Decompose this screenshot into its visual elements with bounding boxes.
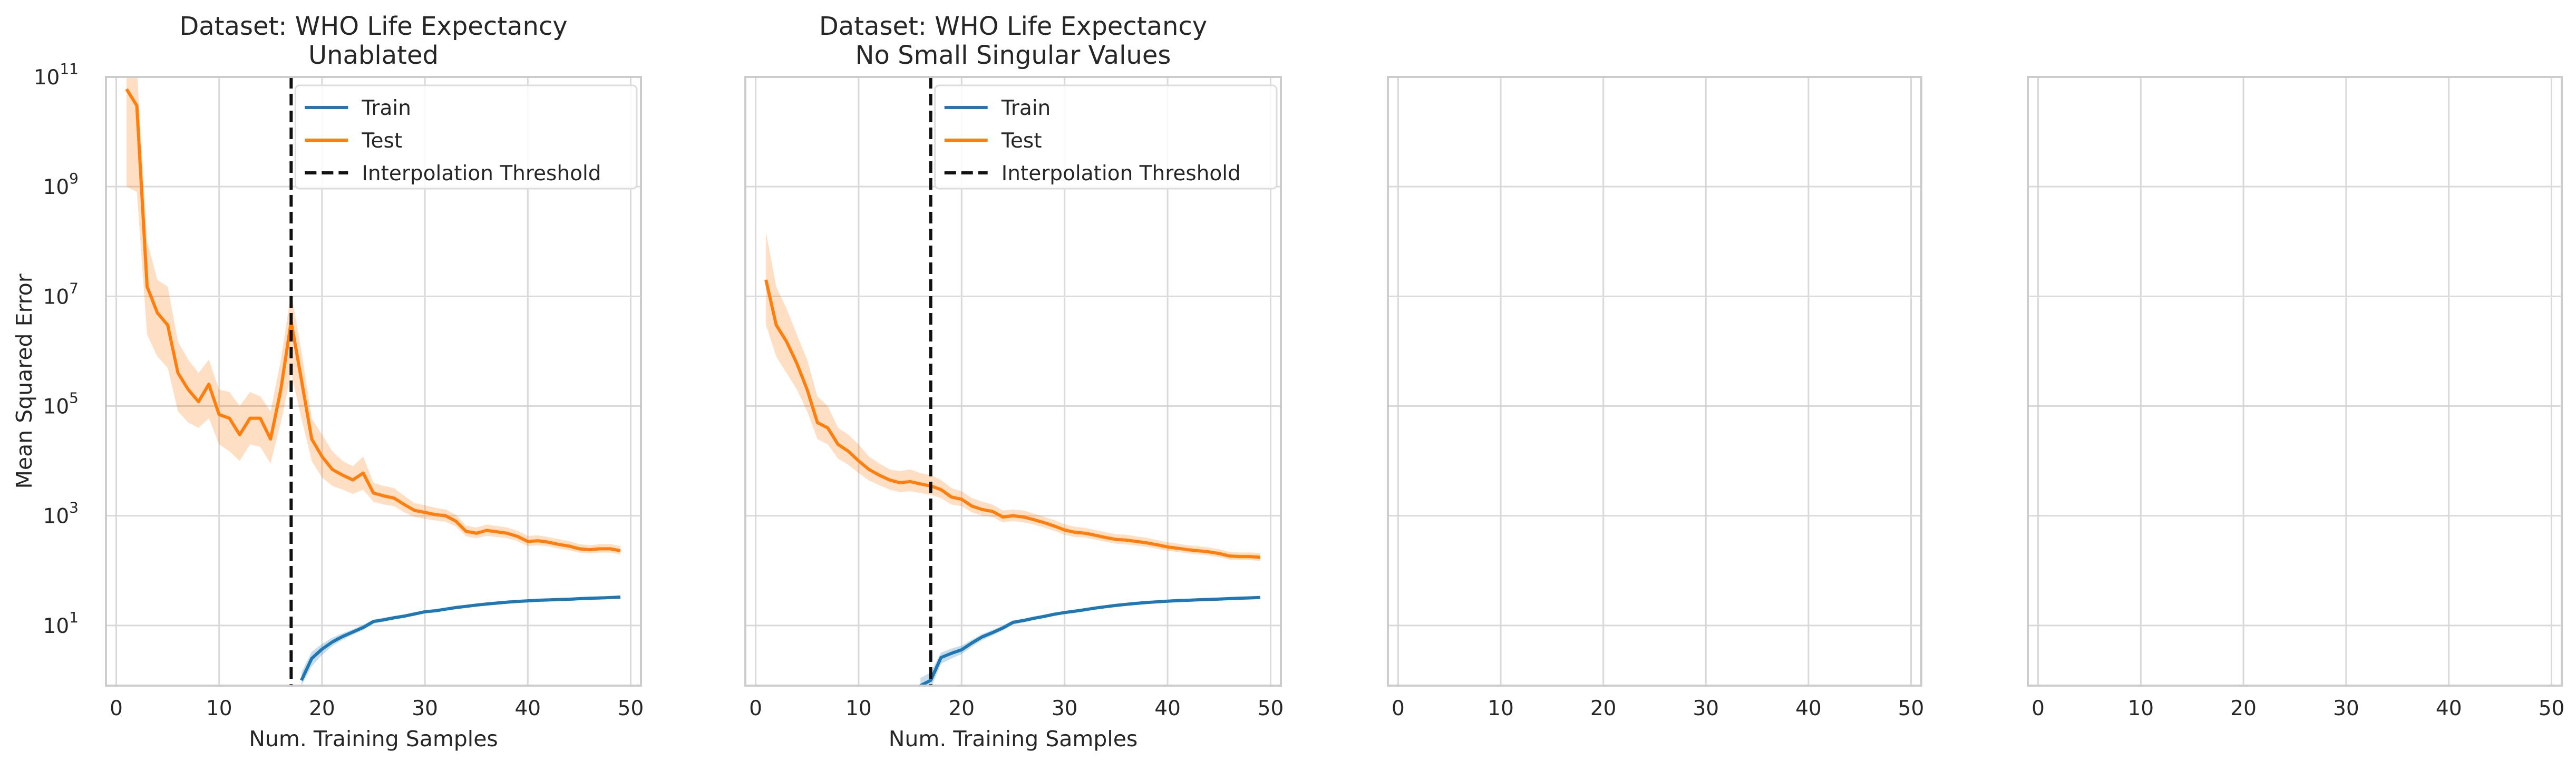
y-tick-label: 1011 (34, 60, 79, 90)
legend-item: Train (1001, 96, 1051, 120)
panel-3: 0 10 20 30 40 50 (1387, 76, 1924, 720)
x-tick-label: 30 (1693, 697, 1719, 720)
x-tick-label: 10 (2127, 697, 2154, 720)
chart-subtitle: Unablated (308, 41, 439, 70)
x-tick-label: 30 (412, 697, 438, 720)
series-test-ci-band (127, 77, 620, 555)
chart-subtitle: No Small Singular Values (856, 41, 1171, 70)
y-tick-base: 10 (43, 395, 70, 418)
x-tick-label: 40 (1795, 697, 1822, 720)
x-tick-label: 50 (1898, 697, 1924, 720)
series-train-line (300, 596, 621, 681)
x-tick-label: 40 (2436, 697, 2462, 720)
x-tick-label: 30 (2333, 697, 2359, 720)
x-tick-label: 20 (1590, 697, 1617, 720)
x-tick-label: 0 (2031, 697, 2045, 720)
axes-frame (2027, 76, 2563, 687)
x-tick-label: 40 (1154, 697, 1181, 720)
legend-item: Train (361, 96, 411, 120)
x-tick-label: 30 (1052, 697, 1078, 720)
y-tick-label: 101 (43, 609, 79, 638)
y-tick-label: 107 (43, 279, 79, 309)
panel-4: 0 10 20 30 40 50 (2027, 76, 2565, 720)
y-tick-label: 109 (43, 170, 79, 199)
grid (2028, 76, 2562, 686)
legend-item: Interpolation Threshold (362, 162, 601, 186)
legend-item: Test (361, 129, 402, 153)
y-tick-label: 103 (43, 499, 79, 529)
y-tick-exponent: 3 (69, 499, 79, 516)
y-tick-exponent: 11 (60, 60, 79, 77)
x-axis-label: Num. Training Samples (249, 726, 498, 752)
series-train-ci-band (301, 596, 620, 686)
legend-box (294, 84, 638, 190)
legend-box (934, 84, 1278, 190)
y-tick-exponent: 9 (69, 170, 79, 187)
y-tick-exponent: 7 (69, 279, 79, 297)
x-tick-label: 40 (514, 697, 541, 720)
chart-title: Dataset: WHO Life Expectancy (819, 12, 1207, 41)
x-tick-label: 0 (110, 697, 123, 720)
legend-item: Interpolation Threshold (1002, 162, 1241, 186)
axes-frame (1387, 76, 1922, 687)
x-tick-label: 10 (1488, 697, 1514, 720)
x-tick-label: 20 (2230, 697, 2257, 720)
series-train-line (919, 596, 1261, 686)
axes-frame (105, 76, 642, 687)
x-tick-label: 10 (845, 697, 872, 720)
x-tick-label: 0 (749, 697, 762, 720)
x-tick-label: 0 (1392, 697, 1405, 720)
x-tick-label: 20 (948, 697, 975, 720)
legend: Train Test Interpolation Threshold (934, 84, 1278, 190)
x-tick-label: 50 (618, 697, 644, 720)
x-tick-label: 50 (1258, 697, 1284, 720)
plot-area (125, 77, 621, 686)
y-axis-label: Mean Squared Error (12, 274, 37, 489)
chart-title: Dataset: WHO Life Expectancy (179, 12, 567, 41)
y-tick-base: 10 (34, 66, 60, 90)
axes-frame (744, 76, 1282, 687)
x-tick-label: 20 (309, 697, 335, 720)
y-tick-exponent: 5 (69, 389, 79, 406)
y-tick-base: 10 (43, 614, 70, 638)
y-tick-base: 10 (43, 175, 70, 199)
plot-area (764, 77, 1261, 686)
y-tick-exponent: 1 (69, 609, 79, 626)
legend-item: Test (1001, 129, 1042, 153)
grid (1388, 76, 1921, 686)
y-tick-base: 10 (43, 505, 70, 529)
x-tick-label: 10 (206, 697, 232, 720)
x-axis-label: Num. Training Samples (889, 726, 1138, 752)
y-tick-base: 10 (43, 285, 70, 309)
y-tick-label: 105 (43, 389, 79, 418)
x-tick-label: 50 (2539, 697, 2565, 720)
series-test-ci-band (766, 231, 1260, 561)
legend: Train Test Interpolation Threshold (294, 84, 638, 190)
